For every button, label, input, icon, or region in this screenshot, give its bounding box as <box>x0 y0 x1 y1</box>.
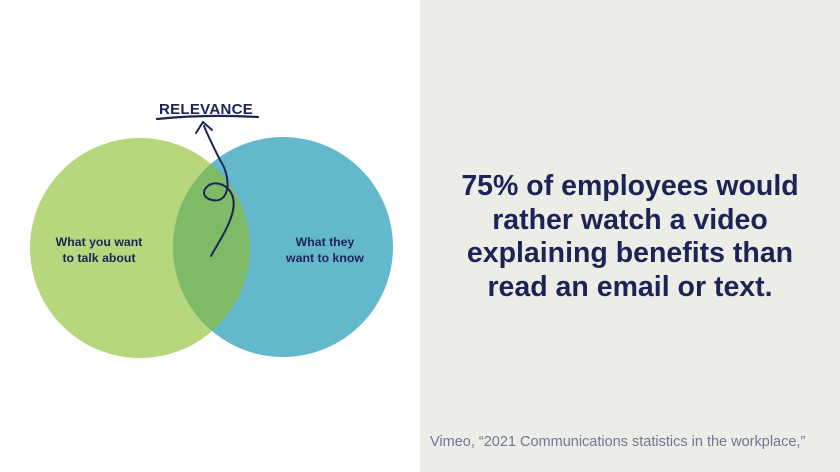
left-circle-label-line-1: What you want <box>56 235 143 249</box>
relevance-title: RELEVANCE <box>159 101 253 118</box>
relevance-arrowhead <box>195 121 213 134</box>
overlap-region <box>173 138 250 357</box>
relevance-arrow <box>203 125 235 257</box>
venn-diagram: RELEVANCE What you want to talk about Wh… <box>30 101 393 358</box>
statistic-panel <box>420 0 840 472</box>
relevance-underline <box>155 114 260 121</box>
source-citation: Vimeo, “2021 Communications statistics i… <box>430 434 806 450</box>
statistic-text: 75% of employees would rather watch a vi… <box>461 170 799 303</box>
right-circle-label-line-2: want to know <box>285 251 364 265</box>
right-circle-label-line-1: What they <box>296 235 355 249</box>
left-circle-label-line-2: to talk about <box>62 251 135 265</box>
